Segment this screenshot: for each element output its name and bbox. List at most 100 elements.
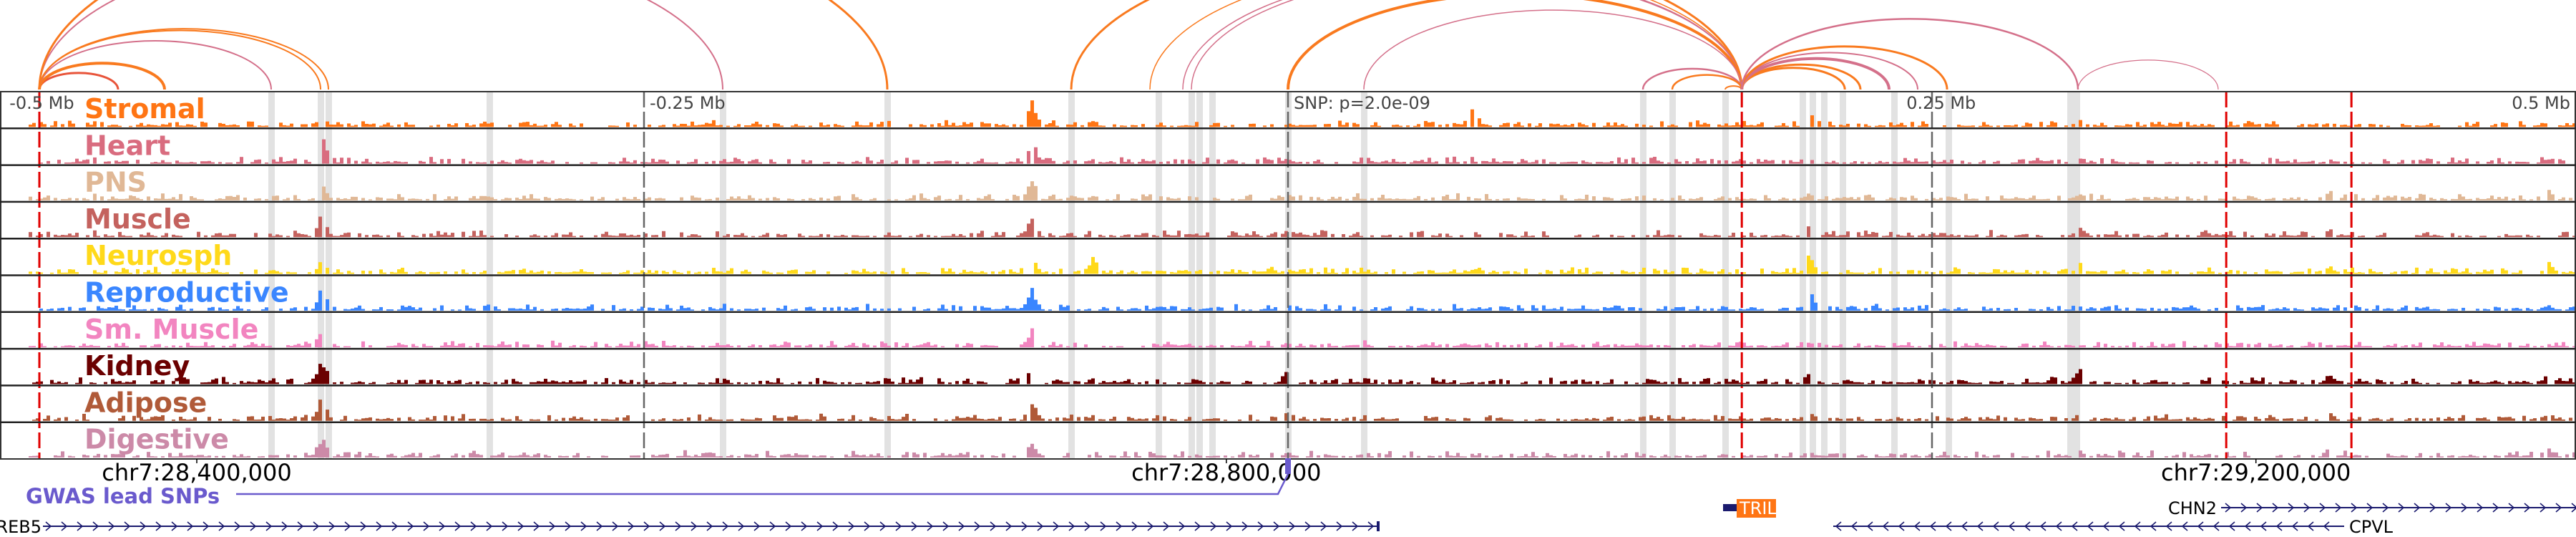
signal-bar: [1939, 162, 1943, 164]
signal-bar: [1428, 158, 1431, 164]
strand-arrow: [486, 521, 493, 531]
signal-bar: [2401, 346, 2404, 348]
signal-bar: [648, 307, 651, 311]
signal-bar: [1982, 419, 1986, 421]
signal-bar: [905, 343, 909, 348]
signal-bar: [1610, 198, 1614, 200]
signal-bar: [2079, 194, 2082, 200]
signal-bar: [712, 453, 716, 458]
signal-bar: [2147, 382, 2150, 384]
signal-bar: [1091, 159, 1095, 164]
signal-bar: [2197, 125, 2200, 127]
signal-bar: [2118, 162, 2122, 164]
signal-track-sm-muscle: [29, 328, 2576, 348]
signal-bar: [862, 236, 866, 238]
signal-bar: [2014, 417, 2018, 421]
signal-bar: [816, 456, 819, 458]
signal-bar: [476, 381, 479, 384]
signal-bar: [1911, 195, 1914, 200]
signal-bar: [1327, 343, 1331, 348]
signal-bar: [118, 346, 122, 348]
signal-bar: [1714, 415, 1717, 421]
signal-bar: [744, 198, 748, 200]
signal-bar: [1860, 272, 1864, 274]
signal-bar: [1356, 382, 1360, 384]
signal-bar: [1281, 455, 1284, 458]
signal-bar: [569, 417, 572, 421]
signal-bar: [1574, 379, 1578, 384]
signal-bar: [2165, 271, 2168, 274]
signal-bar: [1499, 162, 1503, 164]
signal-bar: [1542, 159, 1546, 164]
signal-bar: [2046, 306, 2050, 311]
signal-bar: [2433, 272, 2436, 274]
signal-bar: [580, 199, 583, 200]
signal-bar: [998, 309, 1002, 311]
signal-bar: [1918, 379, 1921, 384]
signal-bar: [1810, 343, 1814, 348]
signal-bar: [984, 162, 987, 164]
signal-bar: [1320, 309, 1324, 311]
signal-bar: [2436, 125, 2440, 127]
signal-bar: [508, 308, 512, 311]
signal-bar: [1417, 231, 1420, 238]
signal-bar: [2544, 376, 2547, 384]
signal-bar: [1191, 161, 1195, 164]
signal-bar: [537, 419, 540, 421]
signal-bar: [1442, 272, 1445, 274]
signal-bar: [1950, 271, 1953, 274]
signal-bar: [705, 271, 708, 274]
gene-chn2[interactable]: CHN2: [2168, 498, 2576, 518]
signal-bar: [2429, 268, 2433, 274]
signal-bar: [608, 125, 612, 127]
signal-bar: [2072, 377, 2075, 384]
gene-cpvl[interactable]: CPVL: [1833, 517, 2394, 537]
signal-bar: [758, 345, 762, 348]
signal-bar: [2326, 268, 2329, 274]
signal-bar: [2440, 236, 2444, 238]
signal-bar: [39, 163, 43, 164]
signal-bar: [1388, 198, 1392, 200]
signal-bar: [580, 162, 583, 164]
signal-bar: [1209, 418, 1213, 421]
signal-bar: [1517, 456, 1521, 458]
signal-bar: [1306, 456, 1309, 458]
signal-bar: [680, 197, 683, 200]
signal-bar: [583, 308, 587, 311]
signal-bar: [855, 271, 859, 274]
signal-bar: [2186, 235, 2190, 238]
signal-bar: [2240, 380, 2243, 384]
signal-bar: [1624, 420, 1628, 421]
signal-bar: [2057, 159, 2061, 164]
signal-bar: [2569, 125, 2572, 127]
gene-tril[interactable]: TRIL: [1723, 498, 1777, 518]
gene-creb5[interactable]: CREB5: [0, 517, 1380, 537]
signal-bar: [1030, 100, 1034, 127]
signal-bar: [1782, 456, 1785, 458]
strand-arrow: [297, 521, 304, 531]
signal-bar: [2562, 232, 2565, 238]
signal-bar: [784, 342, 787, 348]
signal-bar: [36, 455, 39, 458]
signal-bar: [1950, 380, 1953, 384]
signal-bar: [340, 420, 343, 421]
signal-bar: [161, 124, 165, 127]
signal-bar: [1360, 236, 1363, 238]
signal-bar: [2029, 272, 2032, 274]
signal-bar: [2272, 233, 2275, 238]
signal-bar: [1352, 382, 1356, 384]
signal-bar: [837, 161, 841, 164]
signal-bar: [487, 304, 490, 311]
signal-bar: [397, 124, 401, 127]
signal-bar: [733, 158, 737, 164]
signal-bar: [612, 162, 615, 164]
signal-bar: [1492, 380, 1496, 384]
signal-bar: [2172, 343, 2175, 348]
signal-bar: [1621, 236, 1624, 238]
gwas-snp-marker[interactable]: [1285, 458, 1291, 474]
signal-bar: [1120, 346, 1123, 348]
signal-bar: [1141, 419, 1145, 421]
signal-bar: [662, 198, 665, 200]
signal-bar: [279, 122, 283, 127]
signal-bar: [1792, 198, 1796, 200]
